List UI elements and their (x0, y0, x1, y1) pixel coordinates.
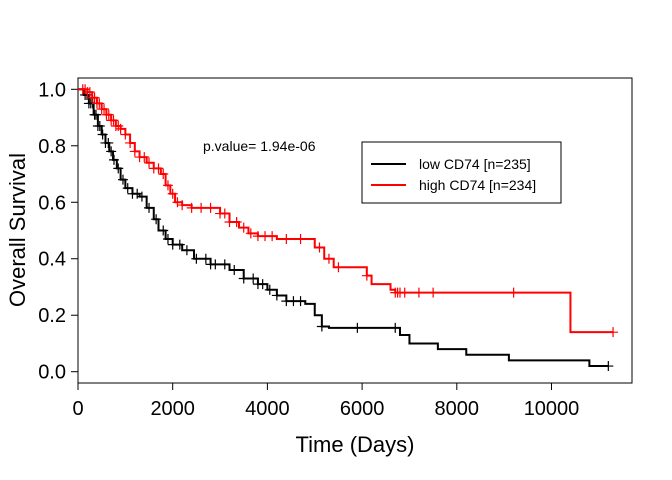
y-tick-label: 0.8 (38, 136, 66, 158)
x-tick-label: 6000 (340, 398, 385, 420)
x-tick-label: 4000 (245, 398, 290, 420)
censor-mark-low (158, 225, 169, 236)
censor-mark-high (144, 157, 155, 168)
censor-mark-high (84, 87, 95, 98)
legend-label-low: low CD74 [n=235] (419, 156, 531, 172)
censor-mark-low (229, 265, 240, 276)
censor-mark-low (191, 253, 202, 264)
censor-mark-low (117, 174, 128, 185)
censor-mark-high (158, 169, 169, 180)
censor-mark-low (390, 322, 401, 333)
censor-mark-high (103, 109, 114, 120)
censor-mark-low (181, 245, 192, 256)
censor-mark-low (94, 121, 105, 132)
censor-mark-high (129, 146, 140, 157)
censor-mark-high (399, 287, 410, 298)
censor-mark-low (257, 279, 268, 290)
censor-mark-low (238, 273, 249, 284)
censor-mark-low (97, 129, 108, 140)
censor-mark-low (103, 137, 114, 148)
censor-mark-high (108, 115, 119, 126)
censor-mark-high (428, 287, 439, 298)
censor-mark-high (172, 197, 183, 208)
censor-mark-low (174, 239, 185, 250)
censor-mark-high (115, 123, 126, 134)
censor-mark-high (608, 327, 619, 338)
x-axis-title: Time (Days) (296, 432, 415, 457)
x-tick-label: 2000 (150, 398, 195, 420)
axes: 0 2000 4000 6000 8000 10000 0.0 0.2 0.4 0.6 0.8 1.0 (38, 79, 579, 420)
x-tick-label: 8000 (435, 398, 480, 420)
y-tick-label: 0.2 (38, 305, 66, 327)
censor-mark-low (210, 259, 221, 270)
censor-mark-low (200, 253, 211, 264)
censor-mark-high (267, 231, 278, 242)
censor-mark-high (323, 253, 334, 264)
censor-mark-high (162, 180, 173, 191)
censor-mark-high (314, 242, 325, 253)
censor-mark-high (125, 137, 136, 148)
censor-mark-low (162, 233, 173, 244)
censor-mark-low (106, 146, 117, 157)
censor-mark-high (508, 287, 519, 298)
censor-mark-low (295, 296, 306, 307)
censor-mark-high (139, 152, 150, 163)
censor-mark-high (333, 262, 344, 273)
censor-mark-high (219, 208, 230, 219)
series-line-high (78, 88, 614, 334)
y-tick-label: 0.6 (38, 192, 66, 214)
x-tick-label: 10000 (524, 398, 580, 420)
censor-mark-high (186, 202, 197, 213)
censor-mark-low (352, 322, 363, 333)
censor-mark-low (122, 183, 133, 194)
censor-mark-low (219, 259, 230, 270)
series-layer (77, 84, 619, 372)
censor-mark-low (603, 361, 614, 372)
censor-mark-low (248, 273, 259, 284)
censor-mark-high (196, 202, 207, 213)
censor-mark-low (271, 290, 282, 301)
censor-mark-high (153, 163, 164, 174)
censor-mark-high (361, 270, 372, 281)
censor-mark-high (231, 217, 242, 228)
plot-frame (77, 77, 633, 384)
y-tick-label: 1.0 (38, 79, 66, 101)
censor-mark-low (113, 163, 124, 174)
censor-mark-high (89, 92, 100, 103)
x-tick-label: 0 (72, 398, 83, 420)
censor-mark-high (94, 98, 105, 109)
y-tick-label: 0.4 (38, 249, 66, 271)
legend-box (361, 141, 562, 204)
p-value-annotation: p.value= 1.94e-06 (203, 138, 316, 154)
censor-mark-low (108, 154, 119, 165)
censor-mark-low (90, 109, 101, 120)
censor-mark-high (99, 104, 110, 115)
censor-mark-low (316, 321, 327, 332)
series-line-low (78, 88, 609, 368)
y-axis-title: Overall Survival (5, 153, 30, 307)
censor-mark-low (264, 284, 275, 295)
censor-mark-high (177, 200, 188, 211)
censor-mark-high (238, 222, 249, 233)
censor-mark-high (120, 129, 131, 140)
legend: low CD74 [n=235] high CD74 [n=234] (361, 141, 562, 204)
censor-mark-high (413, 287, 424, 298)
y-tick-label: 0.0 (38, 362, 66, 384)
censor-mark-high (167, 188, 178, 199)
censor-mark-high (205, 202, 216, 213)
censor-mark-low (144, 202, 155, 213)
censor-mark-high (245, 228, 256, 239)
censor-mark-low (136, 191, 147, 202)
legend-label-high: high CD74 [n=234] (419, 177, 536, 193)
censor-mark-low (151, 214, 162, 225)
censor-mark-high (295, 233, 306, 244)
censor-mark-high (281, 233, 292, 244)
